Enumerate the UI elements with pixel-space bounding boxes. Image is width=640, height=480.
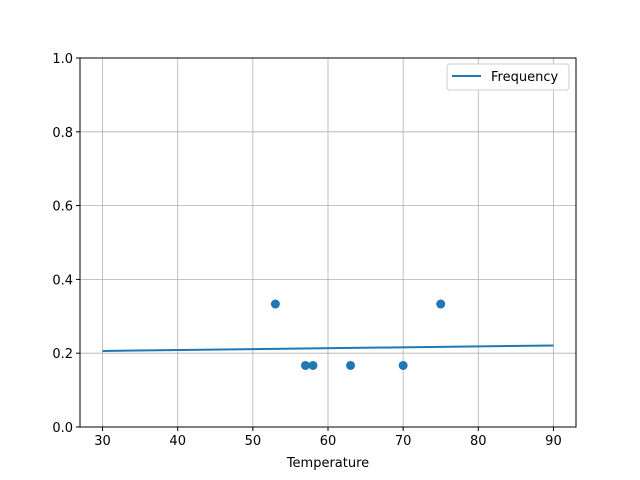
y-tick-label: 0.8 [52,126,73,141]
x-tick-label: 50 [245,434,262,449]
frequency-line [102,344,554,352]
x-tick-label: 90 [545,434,562,449]
scatter-point [398,360,408,370]
grid [80,57,576,428]
y-tick-label: 1.0 [52,52,73,67]
legend-box [446,63,570,91]
y-tick-label: 0.6 [52,200,73,215]
x-axis-label: Temperature [286,456,369,471]
scatter-point [308,360,318,370]
scatter-point [270,299,280,309]
x-tick-label: 80 [470,434,487,449]
y-tick-label: 0.2 [52,347,73,362]
line-layer [102,344,554,352]
y-tick-label: 0.0 [52,421,73,436]
scatter-points [270,299,446,370]
y-tick-label: 0.4 [52,273,73,288]
scatter-point [436,299,446,309]
scatter-point [346,360,356,370]
legend: Frequency [446,63,570,91]
scatter-point [300,360,310,370]
x-tick-label: 30 [94,434,111,449]
x-tick-label: 70 [395,434,412,449]
x-tick-label: 40 [169,434,186,449]
legend-label: Frequency [491,70,558,85]
x-tick-label: 60 [320,434,337,449]
ticks: 30 40 50 60 70 80 90 0.0 0.2 0.4 0.6 0.8 1.0 [52,52,561,449]
